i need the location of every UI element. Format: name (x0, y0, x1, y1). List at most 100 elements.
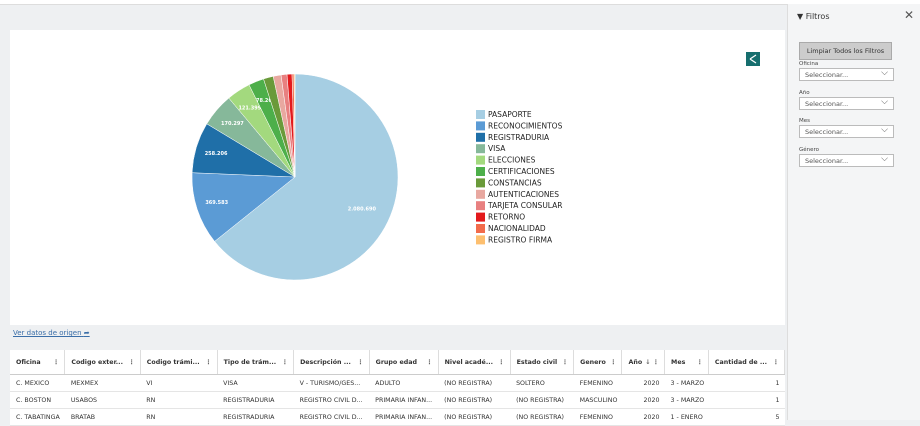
column-title: Estado civil (516, 358, 558, 366)
legend-label: RECONOCIMIENTOS (488, 121, 563, 130)
table-cell: 3 - MARZO (664, 374, 709, 392)
table-cell: (NO REGISTRA) (510, 391, 574, 409)
table-cell: (NO REGISTRA) (438, 408, 511, 426)
table-cell: REGISTRO CIVIL D... (293, 408, 370, 426)
column-title: Codigo exter... (71, 358, 123, 366)
legend-swatch (476, 155, 485, 165)
source-link[interactable]: Ver datos de origen ➦ (13, 329, 90, 337)
table-cell: REGISTRO CIVIL D... (293, 391, 370, 409)
table-cell: RN (140, 391, 218, 409)
share-icon (749, 54, 757, 64)
table-cell: VI (140, 374, 218, 392)
legend-swatch (476, 189, 485, 199)
clear-button[interactable]: Limpiar Todos los Filtros (799, 42, 892, 60)
column-header[interactable]: Estado civil ⋮ (510, 350, 575, 375)
table-cell: C. TABATINGA (10, 408, 65, 426)
filter-select[interactable]: Seleccionar... (799, 124, 894, 138)
filter-panel: ▼ Filtros ✕ Limpiar Todos los Filtros Of… (787, 4, 920, 420)
column-menu: ⋮ (128, 358, 135, 366)
legend-label: RETORNO (488, 213, 525, 222)
column-header[interactable]: Descripción ... ⋮ (293, 350, 370, 375)
legend-label: CONSTANCIAS (488, 178, 542, 187)
table-cell: 5 (708, 408, 785, 426)
pie-slice (214, 73, 399, 281)
table-cell: MASCULINO (573, 391, 622, 409)
column-title: Nivel acadé... (444, 358, 493, 366)
legend-label: ELECCIONES (488, 156, 536, 165)
filter-label: Año (799, 89, 810, 96)
legend-swatch (476, 110, 485, 119)
filter-select[interactable]: Seleccionar... (799, 67, 894, 81)
data-label: 2.080.690 (348, 207, 377, 213)
data-label: 369.583 (205, 200, 228, 206)
table-cell: PRIMARIA INFAN... (369, 408, 439, 426)
legend-label: NACIONALIDAD (488, 224, 546, 233)
legend-label: AUTENTICACIONES (488, 190, 559, 199)
filter-label: Género (799, 146, 820, 153)
column-header[interactable]: Codigo trámi... ⋮ (140, 350, 218, 375)
table-cell: 1 - ENERO (664, 408, 709, 426)
column-header[interactable]: Año ↓ ⋮ (621, 350, 666, 375)
column-header[interactable]: Grupo edad ⋮ (369, 350, 439, 375)
table-cell: (NO REGISTRA) (510, 408, 574, 426)
column-header[interactable]: Mes ⋮ (664, 350, 709, 375)
column-menu: ⋮ (610, 358, 617, 366)
table-row: C. BOSTON USABOS RN REGISTRADURIA REGISTRO C… (10, 391, 785, 409)
filter-label: Mes (799, 118, 810, 124)
share-button[interactable] (746, 52, 760, 66)
column-menu: ↓ ⋮ (645, 358, 660, 366)
column-menu: ⋮ (561, 358, 569, 366)
table-cell: V - TURISMO/GES... (293, 374, 370, 392)
filter-select[interactable]: Seleccionar... (799, 96, 894, 110)
pie-slice (191, 172, 296, 242)
filter-select[interactable]: Seleccionar... (799, 153, 894, 167)
legend-swatch (476, 144, 485, 154)
top-bar (0, 0, 920, 5)
data-label: 170.297 (221, 121, 244, 127)
column-header[interactable]: Cantidad de ... ⋮ (708, 350, 786, 375)
column-menu: ⋮ (772, 358, 779, 366)
table-cell: USABOS (64, 391, 141, 409)
column-title: Grupo edad (375, 358, 417, 366)
legend-swatch (476, 167, 485, 176)
column-menu: ⋮ (281, 358, 289, 366)
filter-title-text: Filtros (805, 12, 830, 21)
column-menu: ⋮ (696, 358, 703, 366)
column-title: Tipo de trám... (223, 358, 277, 366)
filter-title: ▼ Filtros (797, 12, 830, 21)
data-table: Oficina ⋮ Codigo exter... ⋮ Codigo trámi... ⋮… (10, 350, 786, 426)
legend-label: PASAPORTE (488, 110, 532, 119)
table-cell: 2020 (621, 408, 665, 426)
column-header[interactable]: Oficina ⋮ (10, 350, 66, 375)
column-header[interactable]: Nivel acadé... ⋮ (438, 350, 511, 375)
table-cell: ADULTO (369, 374, 439, 392)
table-cell: 3 - MARZO (664, 391, 709, 409)
column-menu: ⋮ (498, 358, 505, 366)
table-cell: 1 (708, 374, 785, 392)
legend-label: TARJETA CONSULAR (487, 201, 563, 210)
table-cell: C. BOSTON (10, 391, 65, 409)
legend-swatch (476, 212, 485, 222)
table-cell: RN (140, 408, 218, 426)
table-cell: FEMENINO (573, 408, 622, 426)
column-header[interactable]: Genero ⋮ (573, 350, 623, 375)
table-cell: 2020 (621, 391, 665, 409)
data-label: 258.206 (205, 151, 228, 157)
close-button[interactable]: ✕ (904, 8, 915, 22)
table-cell: BRATAB (64, 408, 141, 426)
chart-panel: 2.080.690 369.583 258.206 170.297 121.399 78.… (10, 30, 785, 325)
column-menu: ⋮ (53, 358, 60, 366)
data-label: 78.26 (256, 98, 272, 104)
table-cell: SOLTERO (510, 374, 574, 392)
table-cell: MEXMEX (64, 374, 141, 392)
column-menu: ⋮ (357, 358, 364, 366)
column-header[interactable]: Tipo de trám... ⋮ (217, 350, 295, 375)
column-header[interactable]: Codigo exter... ⋮ (64, 350, 141, 375)
legend-swatch (476, 201, 485, 211)
table-cell: 1 (708, 391, 785, 409)
legend-swatch (476, 121, 485, 131)
column-title: Descripción ... (300, 358, 351, 366)
legend-swatch (476, 132, 485, 142)
table-row: C. TABATINGA BRATAB RN REGISTRADURIA REGISTR… (10, 408, 785, 426)
legend-swatch (476, 178, 485, 188)
